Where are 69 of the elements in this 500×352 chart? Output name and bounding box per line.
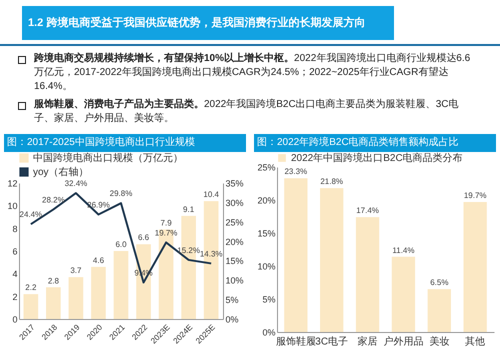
data-label: 19.7% — [464, 190, 487, 200]
legend-label: yoy（右轴） — [33, 166, 89, 178]
y-tick-label: 10% — [257, 262, 276, 272]
y-tick-label: 0% — [262, 328, 276, 338]
bar — [392, 256, 416, 332]
y-tick-label: 2 — [12, 292, 18, 302]
y-tick-label: 6 — [12, 246, 18, 256]
data-label: 28.2% — [42, 195, 65, 204]
y2-tick-label: 30% — [226, 198, 244, 208]
bar — [136, 244, 151, 319]
y2-tick-label: 35% — [226, 178, 244, 188]
x-tick-label: 3C电子 — [315, 336, 348, 348]
x-tick-label: 家居 — [358, 336, 378, 348]
bar — [320, 188, 344, 332]
data-label: 6.5% — [430, 278, 448, 288]
data-label: 14.3% — [200, 249, 223, 258]
data-label: 2.8 — [48, 276, 60, 286]
data-label: 19.7% — [154, 228, 178, 238]
bar — [68, 277, 84, 319]
y-tick-label: 5% — [262, 294, 276, 304]
y2-tick-label: 20% — [226, 236, 244, 247]
data-label: 10.4 — [203, 190, 220, 200]
bar — [428, 289, 451, 332]
data-label: 2.2 — [25, 283, 37, 292]
x-tick-label: 其他 — [465, 336, 486, 348]
data-label: 6.0 — [115, 240, 128, 249]
data-label: 24.4% — [19, 210, 42, 220]
text: 服饰鞋履、消费电子产品为主要品类。2022年我国跨境B2C出口电商主要品类为服装鞋履、3C电子、家居、户外用品、美妆等。 — [34, 99, 458, 124]
y-tick-label: 12 — [7, 178, 18, 188]
data-label: 23.3% — [284, 167, 308, 176]
x-tick-label: 美妆 — [429, 336, 450, 348]
bar — [464, 202, 487, 332]
legend-label: 2022年中国跨境出口B2C电商品类分布 — [291, 152, 463, 164]
x-tick-label: 服饰鞋履 — [276, 336, 316, 348]
data-label: 3.7 — [70, 266, 82, 276]
y2-tick-label: 0% — [226, 314, 239, 324]
data-label: 21.8% — [320, 177, 344, 186]
chart-title: 图：2017-2025中国跨境电商出口行业规模 — [6, 136, 195, 148]
bar — [46, 287, 61, 319]
y-tick-label: 15% — [257, 228, 276, 238]
y-tick-label: 20% — [257, 196, 276, 206]
data-label: 6.6 — [138, 233, 150, 242]
y2-tick-label: 5% — [226, 295, 239, 306]
legend-label: 中国跨境电商出口规模（万亿元） — [33, 152, 183, 164]
bar — [114, 251, 128, 319]
data-label: 15.2% — [177, 246, 200, 255]
chart-title: 图：2022年跨境B2C电商品类销售额构成占比 — [256, 136, 459, 148]
bar — [284, 178, 308, 332]
bar — [24, 294, 38, 319]
y2-tick-label: 15% — [226, 256, 244, 266]
data-label: 32.4% — [64, 179, 88, 188]
data-label: 9.1 — [183, 204, 195, 214]
data-label: 7.9 — [160, 218, 172, 228]
y-tick-label: 4 — [12, 269, 18, 280]
text: 1.2 跨境电商受益于我国供应链优势，是我国消费行业的长期发展方向 — [22, 6, 394, 40]
y2-tick-label: 25% — [226, 217, 244, 228]
text: 跨境电商交易规模持续增长，有望保持10%以上增长中枢。2022年我国跨境出口电商行业规模达6.6万亿元，2017-2022年我国跨境电商出口规模CAGR为24.5%；2022~2025年行业CAGR有望达16.4%。 — [33, 52, 472, 94]
y-tick-label: 10 — [7, 201, 18, 212]
y-tick-label: 0 — [12, 314, 18, 324]
y-tick-label: 8 — [12, 224, 18, 234]
y-tick-label: 25% — [257, 162, 276, 172]
y2-tick-label: 10% — [226, 276, 244, 286]
data-label: 17.4% — [356, 206, 379, 216]
bar — [91, 266, 106, 319]
data-label: 29.8% — [110, 189, 132, 198]
data-label: 4.6 — [92, 256, 105, 265]
data-label: 11.4% — [392, 246, 414, 255]
x-tick-label: 户外用品 — [383, 336, 424, 348]
bar — [356, 217, 380, 332]
